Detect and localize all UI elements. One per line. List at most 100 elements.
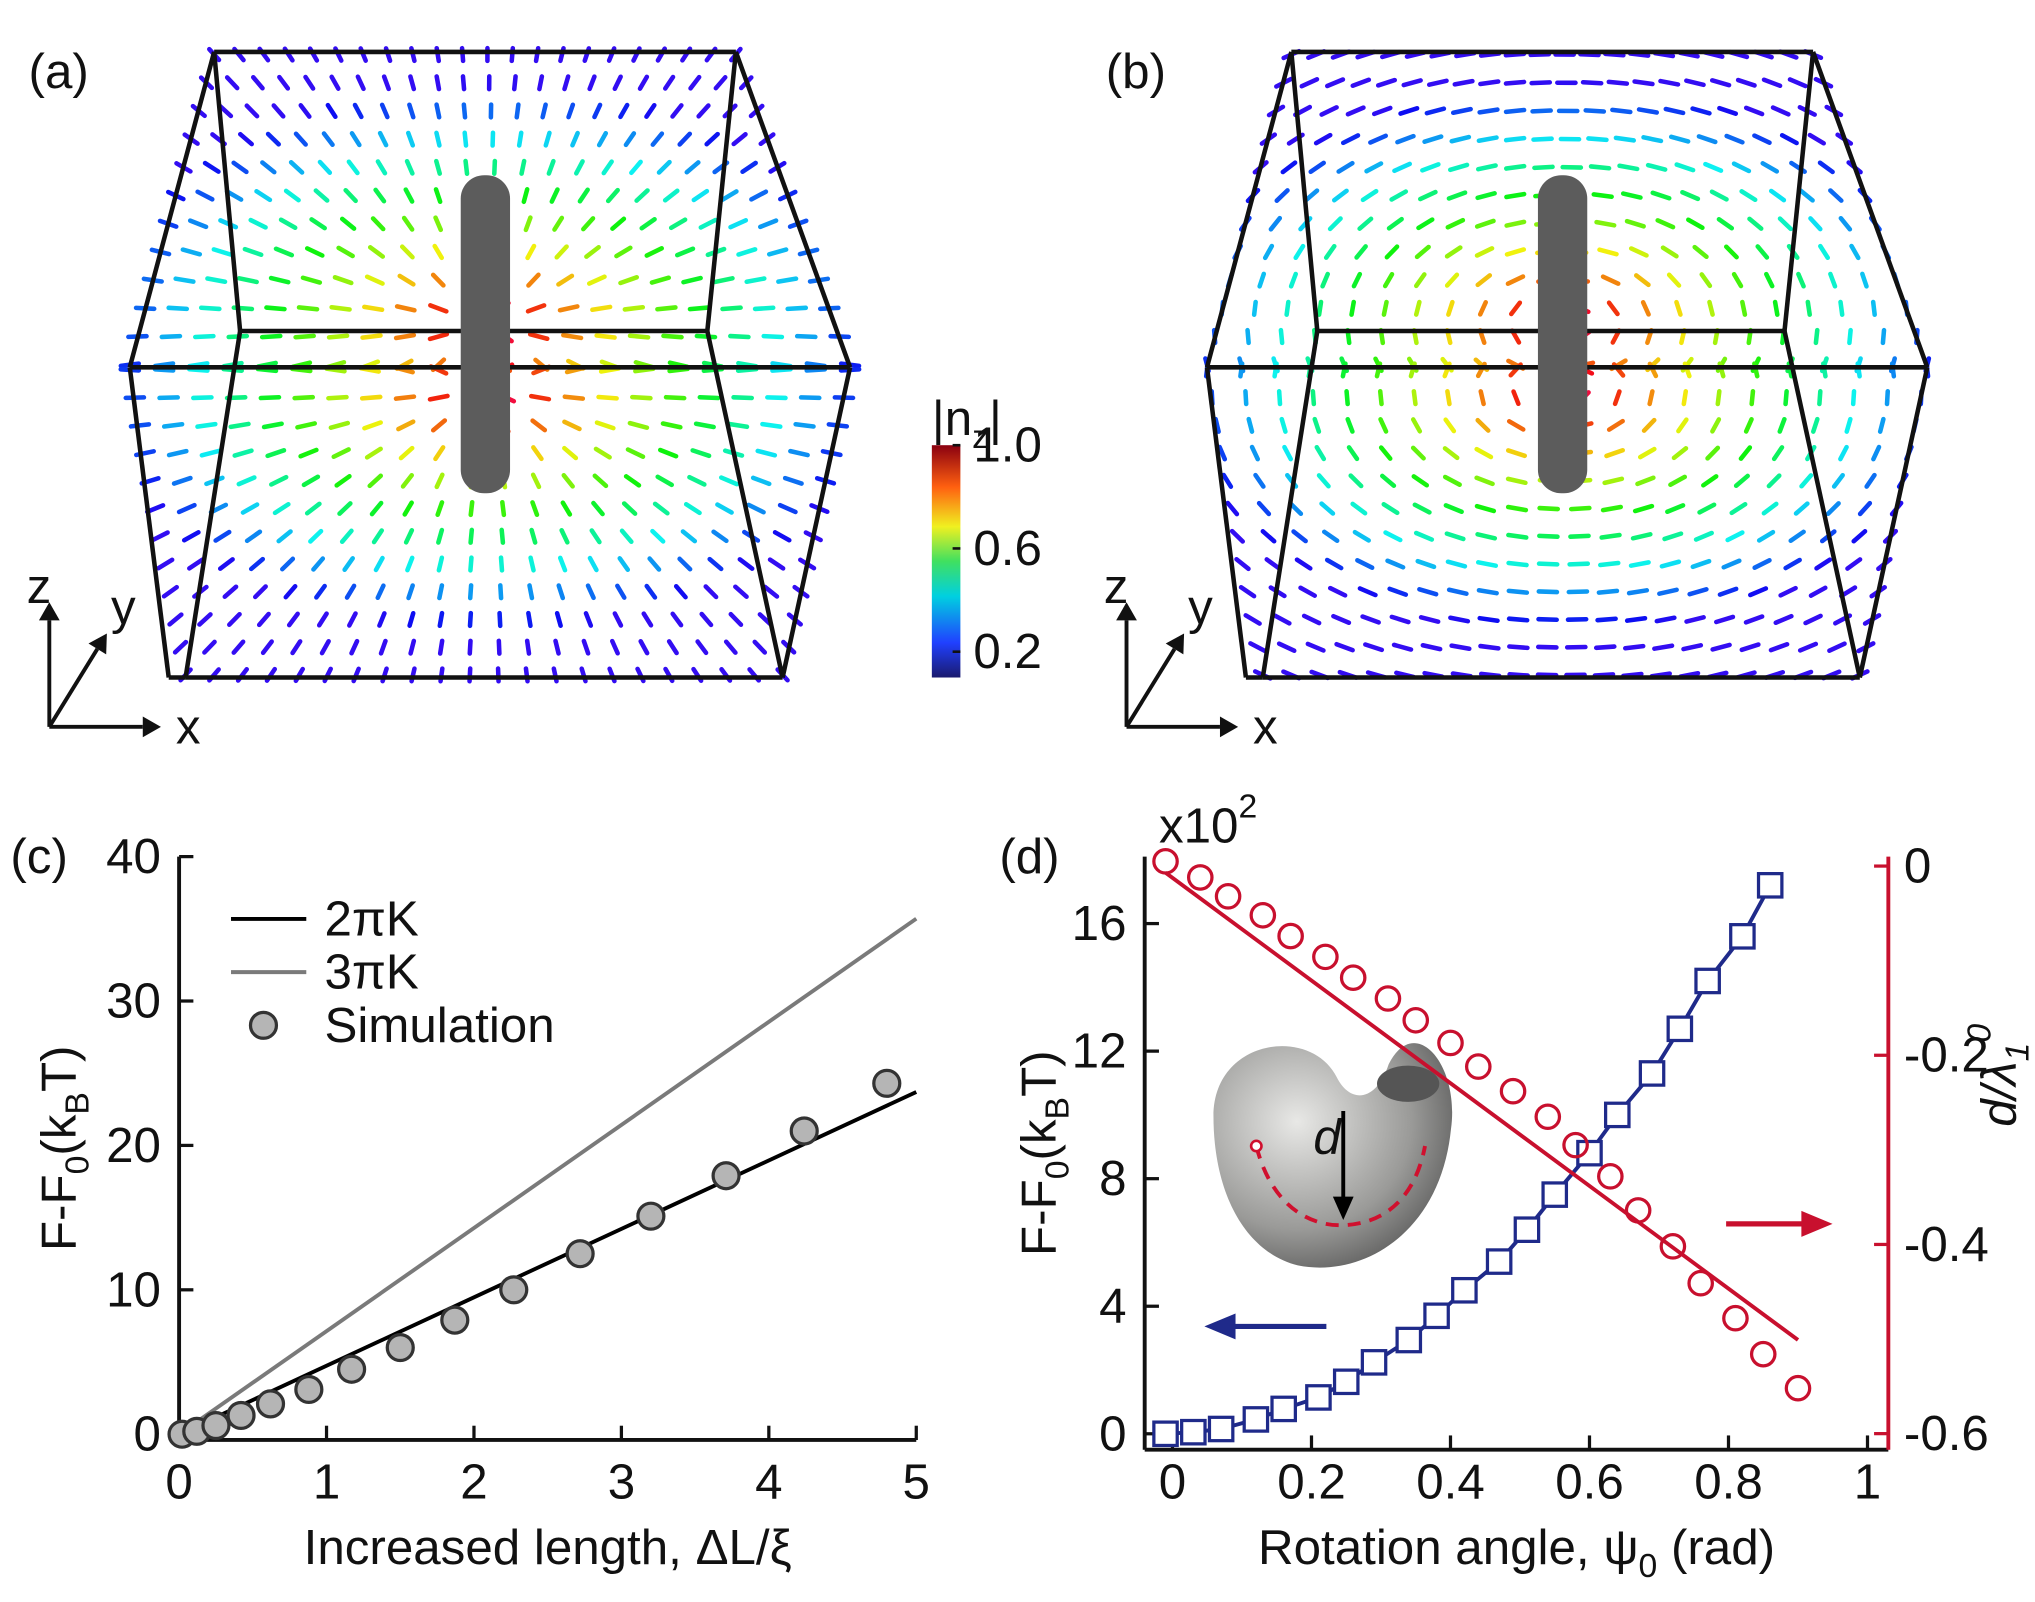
director-dash — [1506, 532, 1529, 540]
axis-arrowhead — [1219, 716, 1239, 738]
director-dash — [437, 610, 445, 629]
director-dash — [566, 102, 576, 120]
director-dash — [766, 247, 789, 257]
director-dash — [1360, 188, 1379, 203]
director-dash — [1595, 616, 1618, 623]
director-dash — [529, 527, 538, 545]
director-dash — [1449, 134, 1472, 144]
director-dash — [677, 131, 693, 147]
director-dash — [1808, 216, 1823, 232]
director-dash — [370, 216, 386, 232]
director-dash — [1777, 416, 1787, 434]
director-dash — [623, 131, 637, 148]
director-dash — [1506, 419, 1526, 432]
label-part: F-F — [31, 1174, 86, 1251]
director-dash — [403, 187, 415, 204]
y-tick-label: 8 — [1099, 1151, 1126, 1206]
data-point — [1180, 1418, 1207, 1446]
director-dash — [720, 189, 739, 202]
director-dash — [615, 583, 627, 600]
label-part: 0 — [1638, 1547, 1657, 1585]
director-dash — [195, 421, 218, 429]
director-dash — [403, 527, 415, 545]
director-dash — [343, 187, 358, 204]
director-dash — [785, 305, 809, 312]
director-dash — [1731, 161, 1752, 174]
director-dash — [1314, 444, 1327, 462]
panel-label: (a) — [29, 44, 89, 99]
arrowhead — [1204, 1313, 1236, 1340]
director-dash — [1632, 503, 1655, 514]
director-dash — [691, 188, 710, 203]
director-dash — [1505, 274, 1526, 286]
inset-arrowhead — [1332, 1196, 1354, 1221]
director-dash — [1641, 417, 1657, 433]
director-dash — [634, 188, 650, 203]
director-dash — [428, 303, 449, 314]
director-dash — [325, 102, 338, 120]
director-dash — [468, 555, 474, 573]
y-tick-label: 20 — [106, 1118, 161, 1173]
director-dash — [660, 421, 683, 430]
director-dash — [1305, 641, 1326, 653]
director-dash — [1635, 475, 1656, 487]
data-point — [1374, 985, 1402, 1012]
director-dash — [1633, 273, 1651, 288]
director-dash — [316, 611, 329, 628]
director-dash — [1593, 644, 1617, 651]
director-dash — [561, 473, 575, 489]
director-dash — [1652, 643, 1675, 651]
director-dash — [237, 131, 254, 147]
director-dash — [1508, 300, 1523, 317]
director-dash — [1808, 585, 1828, 598]
director-dash — [1357, 586, 1378, 598]
director-dash — [337, 501, 353, 516]
director-dash — [1445, 217, 1466, 230]
director-dash — [1681, 643, 1704, 652]
director-dash — [526, 272, 541, 288]
director-dash — [1340, 133, 1361, 146]
director-dash — [1709, 189, 1729, 202]
director-dash — [1729, 501, 1748, 516]
director-dash — [1827, 641, 1847, 653]
director-dash — [530, 418, 548, 433]
director-dash — [1768, 188, 1787, 203]
director-dash — [171, 475, 193, 486]
director-dash — [731, 132, 748, 147]
director-dash — [1668, 134, 1691, 144]
director-dash — [530, 472, 542, 490]
director-dash — [1256, 500, 1272, 517]
director-dash — [1360, 614, 1381, 625]
director-dash — [399, 244, 415, 260]
director-dash — [1838, 299, 1845, 317]
director-dash — [581, 216, 596, 232]
defect-core — [1537, 175, 1588, 494]
director-dash — [1778, 585, 1798, 598]
director-dash — [1503, 107, 1527, 115]
director-dash — [1721, 558, 1742, 570]
director-dash — [1733, 473, 1750, 489]
director-dash — [1687, 587, 1709, 597]
director-dash — [638, 638, 650, 656]
data-point — [1534, 1103, 1562, 1131]
legend-label: 3πK — [324, 945, 418, 1000]
y2-tick-label: 0 — [1904, 839, 1931, 894]
director-dash — [561, 332, 584, 341]
y-axis-label: F-F0(kBT) — [31, 1046, 97, 1252]
colorbar-tick-label: 0.2 — [973, 624, 1042, 679]
director-dash — [1681, 389, 1689, 407]
x-tick-label: 5 — [903, 1455, 930, 1510]
director-dash — [1637, 446, 1657, 460]
director-dash — [1814, 557, 1833, 571]
director-dash — [1363, 642, 1385, 653]
director-dash — [627, 333, 651, 340]
director-dash — [776, 276, 799, 284]
director-dash — [435, 500, 445, 518]
director-dash — [1474, 218, 1496, 229]
director-dash — [1738, 445, 1753, 461]
director-dash — [712, 276, 735, 285]
director-dash — [375, 583, 386, 601]
director-dash — [609, 638, 620, 656]
data-point — [1360, 1349, 1388, 1376]
director-dash — [161, 421, 185, 429]
